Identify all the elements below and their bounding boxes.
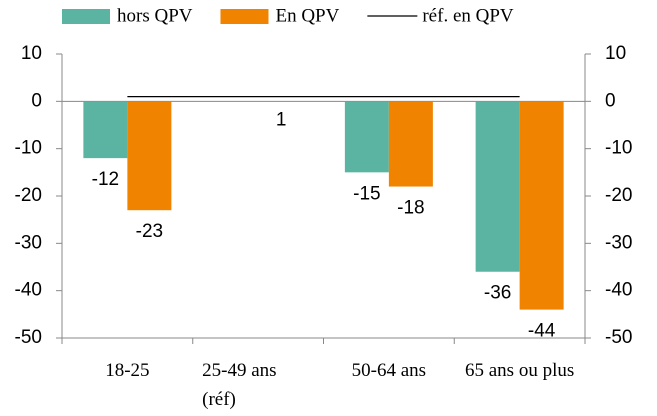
y-tick-label: -20	[15, 185, 42, 206]
x-tick-label: 65 ans ou plus	[455, 356, 585, 385]
y-tick-label: -30	[15, 232, 42, 253]
x-tick-label: 50-64 ans	[324, 356, 454, 385]
data-label: -23	[136, 221, 163, 242]
y-tick-label: 10	[21, 43, 42, 64]
data-label: 1	[276, 110, 287, 131]
bar	[344, 101, 389, 173]
legend-label: hors QPV	[117, 5, 193, 26]
legend-swatch	[62, 9, 110, 24]
bar	[475, 101, 520, 272]
y2-tick-label: -30	[605, 232, 632, 253]
data-label: -44	[528, 321, 556, 342]
y2-tick-label: -50	[605, 327, 632, 348]
legend-label: En QPV	[275, 5, 339, 26]
data-label: -12	[92, 169, 119, 190]
data-label: -15	[353, 183, 380, 204]
x-tick-text: 50-64 ans	[351, 360, 427, 381]
data-label: -36	[484, 283, 511, 304]
y2-tick-label: 10	[605, 43, 626, 64]
y-tick-label: -10	[15, 138, 42, 159]
x-tick-label: 18-25	[62, 356, 192, 385]
legend-swatch	[220, 9, 269, 24]
legend-label: réf. en QPV	[422, 5, 514, 26]
bar	[83, 101, 128, 159]
y-tick-label: -40	[15, 280, 42, 301]
y2-tick-label: -40	[605, 280, 632, 301]
y-tick-label: 0	[31, 90, 42, 111]
x-tick-text: 65 ans ou plus	[465, 360, 575, 381]
bar	[127, 101, 172, 211]
data-label: -18	[397, 198, 424, 219]
bar	[388, 101, 433, 187]
x-tick-text: 18-25	[105, 360, 150, 381]
x-tick-label: 25-49 ans (réf)	[193, 356, 323, 414]
y2-tick-label: -10	[605, 138, 632, 159]
y-tick-label: -50	[15, 327, 42, 348]
y2-tick-label: 0	[605, 90, 616, 111]
y2-tick-label: -20	[605, 185, 632, 206]
bar	[519, 101, 564, 310]
x-tick-text: 25-49 ans (réf)	[202, 360, 277, 410]
